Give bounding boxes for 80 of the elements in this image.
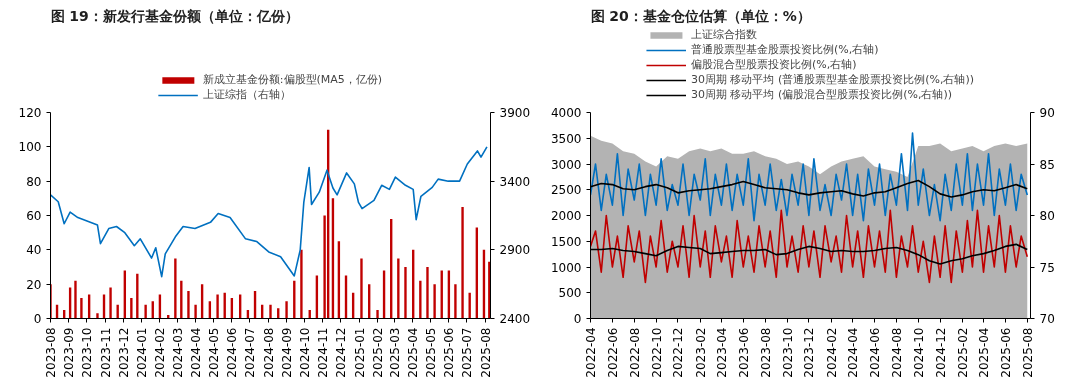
x-tick-label: 2025-02	[371, 327, 386, 378]
x-tick-label: 2025-05	[423, 327, 438, 378]
y2-tick-label: 85	[1039, 157, 1055, 172]
legend-label: 30周期 移动平均 (普通股票型基金股票投资比例(%,右轴))	[690, 72, 975, 87]
x-tick-label: 2023-12	[116, 327, 131, 378]
x-tick-label: 2024-06	[225, 327, 240, 378]
x-tick-label: 2024-07	[243, 327, 258, 378]
y2-tick-label: 75	[1039, 260, 1055, 275]
y-tick-label: 2000	[550, 209, 582, 223]
y-tick-label: 3500	[550, 131, 582, 146]
y-tick-label: 4000	[550, 106, 582, 120]
x-tick-label: 2024-12	[933, 327, 948, 378]
y-tick-label: 1000	[550, 260, 582, 275]
x-tick-label: 2024-03	[170, 327, 185, 378]
legend-label: 上证综指（右轴）	[202, 87, 291, 102]
legend-label: 偏股混合型股票投资比例(%,右轴)	[690, 57, 857, 72]
x-tick-label: 2024-01	[134, 327, 149, 378]
x-tick-label: 2023-12	[802, 327, 817, 378]
y-tick-label: 20	[26, 277, 42, 292]
x-tick-label: 2025-06	[442, 327, 457, 378]
x-tick-label: 2022-10	[649, 327, 664, 378]
x-tick-label: 2022-12	[671, 327, 686, 378]
x-tick-label: 2025-08	[1020, 327, 1035, 378]
y-tick-label: 120	[18, 106, 42, 120]
x-tick-label: 2022-06	[605, 327, 620, 378]
x-tick-label: 2022-04	[584, 327, 598, 378]
x-tick-label: 2025-01	[352, 327, 367, 378]
y-tick-label: 60	[26, 209, 42, 223]
x-tick-label: 2023-06	[736, 327, 751, 378]
x-tick-label: 2024-04	[846, 327, 861, 378]
x-tick-label: 2023-08	[44, 327, 58, 378]
y-tick-label: 1500	[550, 234, 582, 249]
x-tick-label: 2025-08	[478, 327, 493, 378]
x-tick-label: 2023-09	[62, 327, 77, 378]
x-tick-label: 2024-11	[316, 327, 331, 378]
y-tick-label: 500	[558, 286, 582, 301]
x-tick-label: 2024-10	[911, 327, 926, 378]
chart-title: 图 20：基金仓位估算（单位：%）	[590, 7, 811, 24]
x-tick-label: 2023-04	[714, 327, 729, 378]
y-tick-label: 0	[33, 312, 42, 326]
x-tick-label: 2023-02	[693, 327, 708, 378]
x-tick-label: 2023-10	[80, 327, 95, 378]
x-tick-label: 2024-12	[334, 327, 349, 378]
x-tick-label: 2023-08	[758, 327, 773, 378]
x-tick-label: 2024-09	[280, 327, 295, 378]
x-tick-label: 2023-10	[780, 327, 795, 378]
y-tick-label: 2500	[550, 183, 582, 198]
y2-tick-label: 70	[1039, 312, 1055, 326]
x-tick-label: 2025-07	[460, 327, 475, 378]
y2-tick-label: 90	[1039, 106, 1055, 120]
x-tick-label: 2025-03	[387, 327, 402, 378]
legend-label: 普通股票型基金股票投资比例(%,右轴)	[690, 42, 879, 57]
x-tick-label: 2025-04	[406, 327, 421, 378]
y-tick-label: 40	[26, 243, 42, 258]
x-tick-label: 2023-11	[98, 327, 113, 378]
y-tick-label: 3000	[550, 157, 582, 172]
legend-label: 上证综合指数	[690, 27, 757, 42]
x-tick-label: 2025-02	[955, 327, 970, 378]
y2-tick-label: 3400	[499, 174, 531, 189]
y2-tick-label: 2400	[499, 312, 531, 326]
x-tick-label: 2025-04	[977, 327, 992, 378]
y2-tick-label: 3900	[499, 106, 531, 120]
x-tick-label: 2024-04	[189, 327, 204, 378]
legend-label: 新成立基金份额:偏股型(MA5，亿份)	[202, 72, 383, 87]
x-tick-label: 2024-02	[153, 327, 168, 378]
x-tick-label: 2024-06	[868, 327, 883, 378]
x-tick-label: 2024-10	[297, 327, 312, 378]
x-tick-label: 2024-05	[206, 327, 221, 378]
x-tick-label: 2024-08	[889, 327, 904, 378]
x-tick-label: 2024-02	[824, 327, 839, 378]
y-tick-label: 80	[26, 174, 42, 189]
y2-tick-label: 2900	[499, 243, 531, 258]
legend-label: 30周期 移动平均 (偏股混合型股票投资比例(%,右轴))	[690, 87, 953, 102]
y-tick-label: 0	[573, 312, 582, 326]
x-tick-label: 2024-08	[261, 327, 276, 378]
x-tick-label: 2025-06	[998, 327, 1013, 378]
y-tick-label: 100	[18, 140, 42, 155]
chart-title: 图 19：新发行基金份额（单位：亿份）	[50, 7, 299, 24]
x-tick-label: 2022-08	[627, 327, 642, 378]
y2-tick-label: 80	[1039, 209, 1055, 223]
